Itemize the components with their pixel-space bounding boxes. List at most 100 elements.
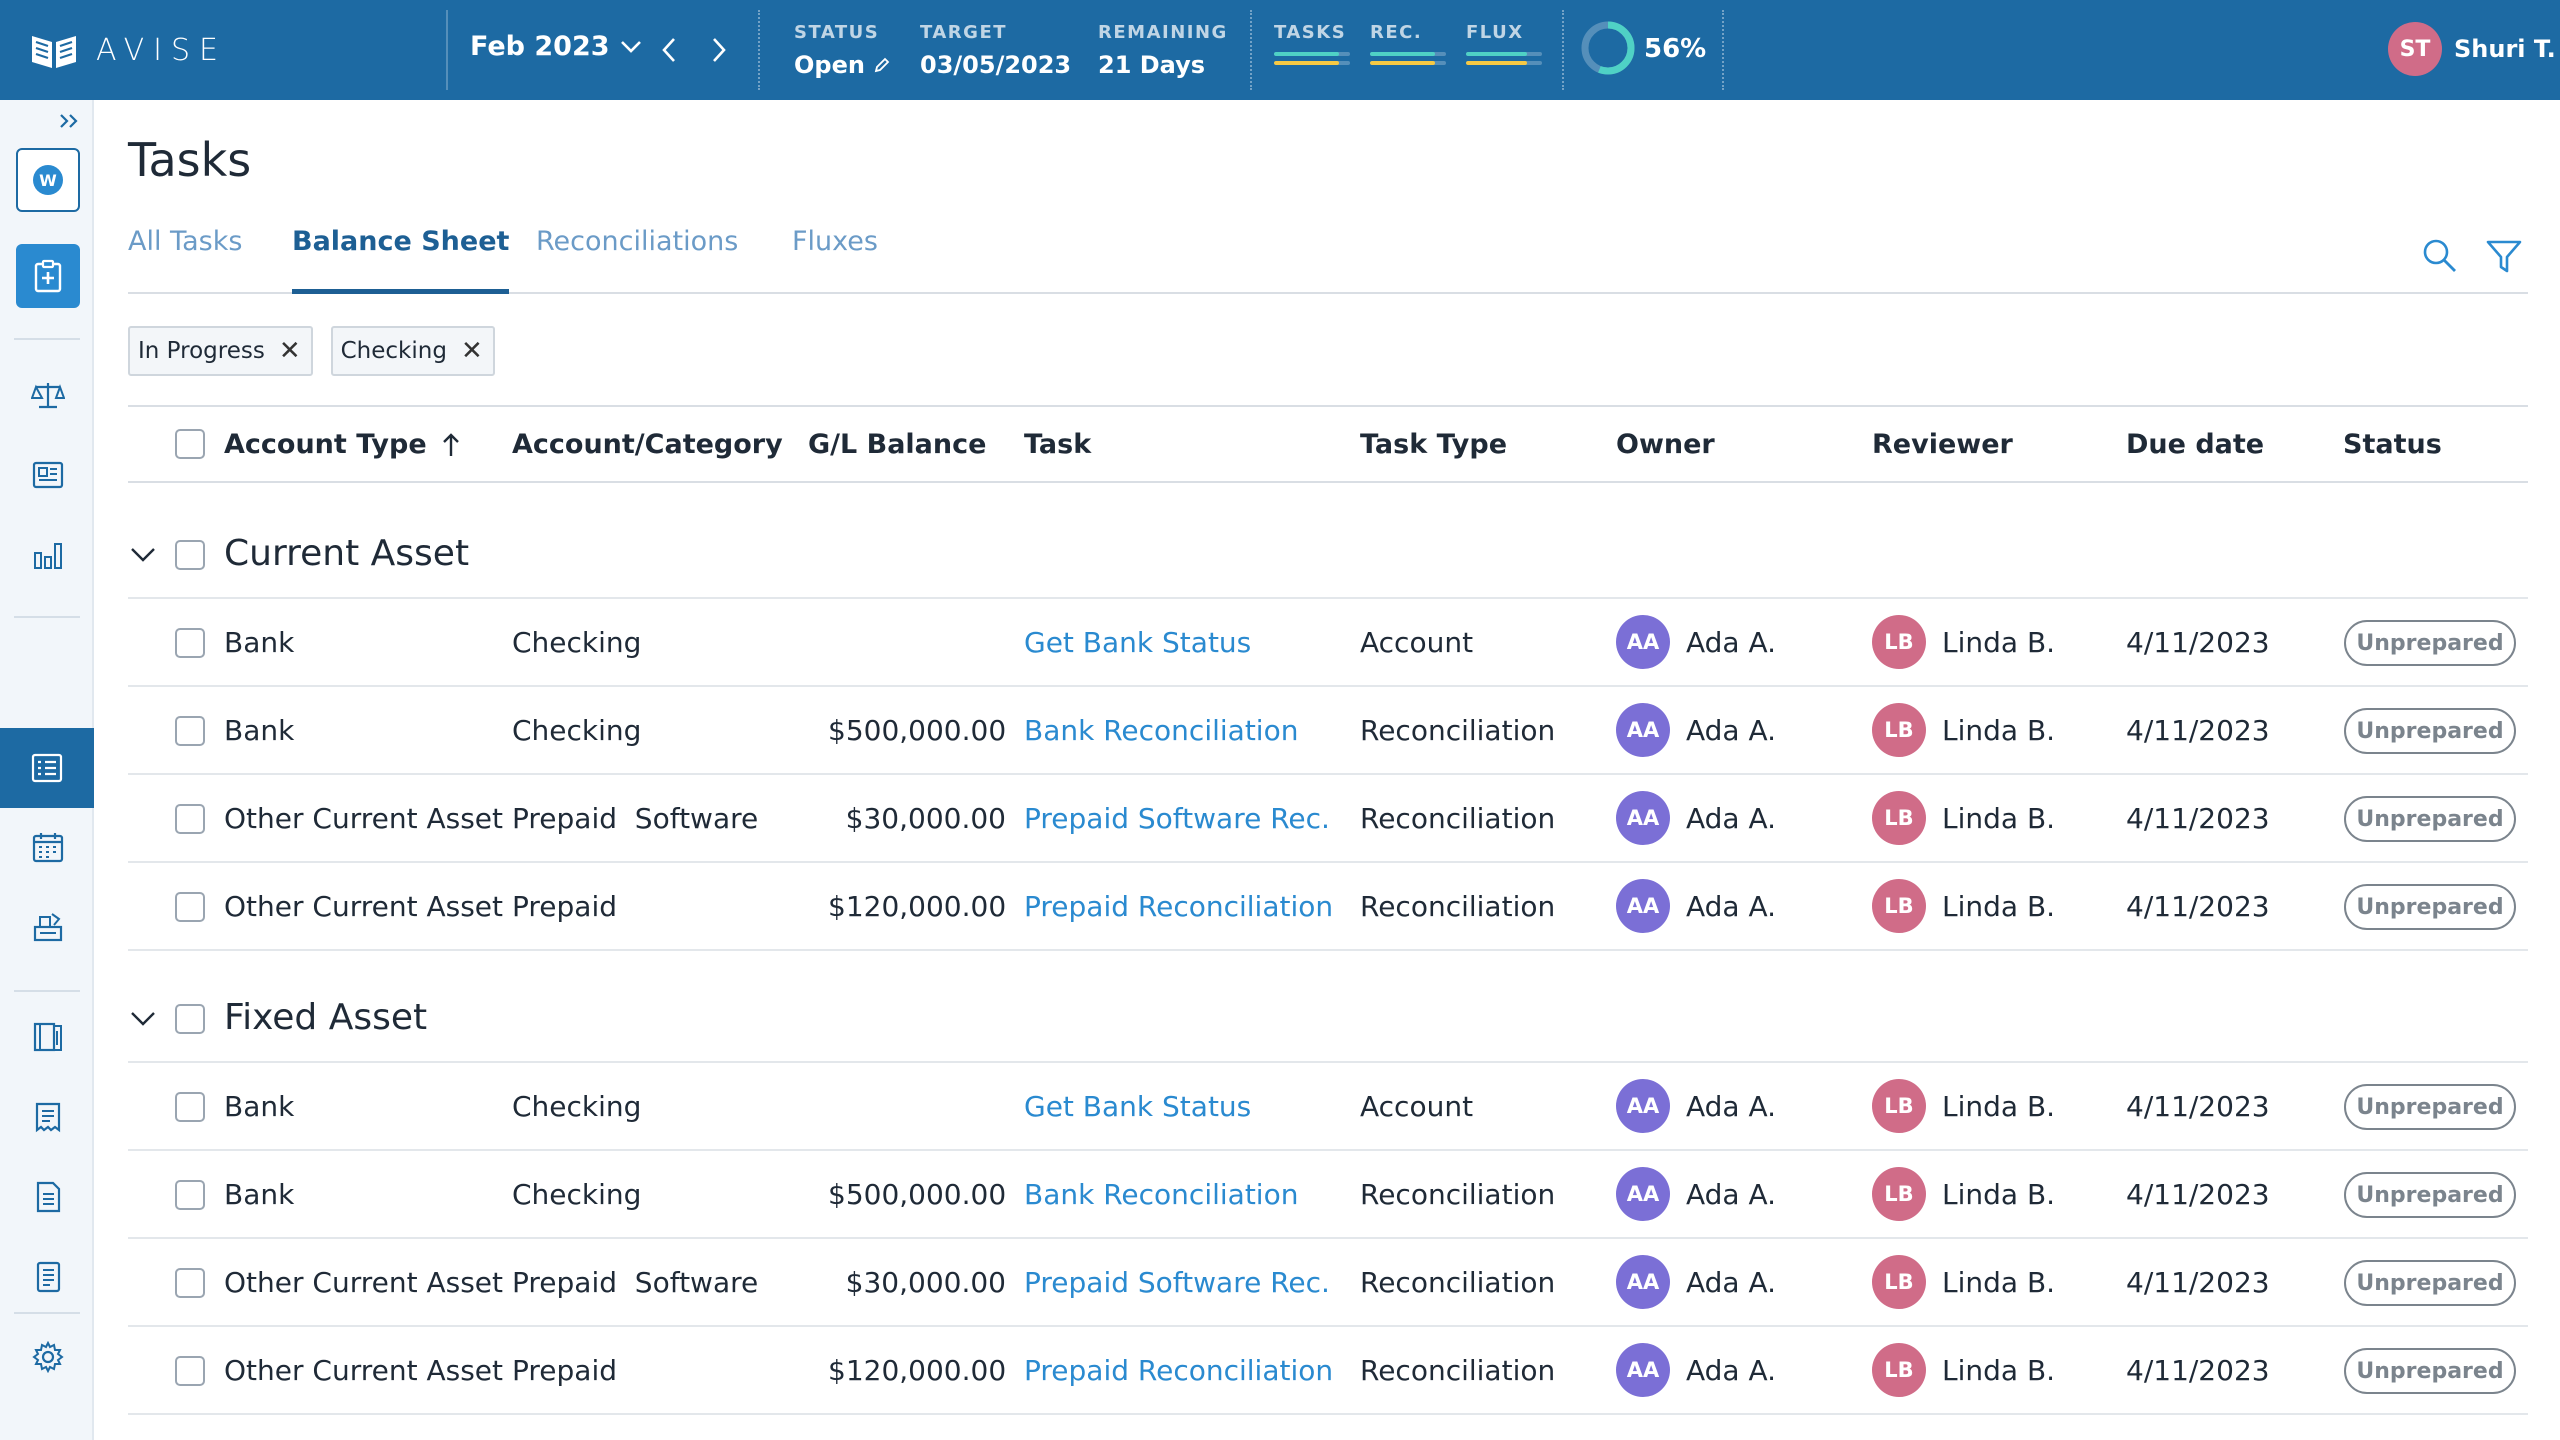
sidebar-item-journal[interactable] [31,458,65,492]
owner-cell[interactable]: AA Ada A. [1616,1167,1776,1221]
cell-task-link[interactable]: Get Bank Status [1024,626,1252,659]
column-header-gl-balance[interactable]: G/L Balance [808,429,987,460]
flux-meter[interactable]: FLUX [1466,22,1542,65]
sidebar-item-documents[interactable] [31,1260,65,1294]
pencil-icon[interactable] [873,56,891,74]
group-header-row[interactable]: Fixed Asset [128,977,2528,1063]
owner-cell[interactable]: AA Ada A. [1616,791,1776,845]
search-icon[interactable] [2420,236,2460,276]
column-header-account-category[interactable]: Account/Category [512,429,783,460]
owner-cell[interactable]: AA Ada A. [1616,1079,1776,1133]
reviewer-cell[interactable]: LB Linda B. [1872,1255,2055,1309]
sidebar-item-calendar[interactable] [31,830,65,864]
workspace-switcher[interactable]: W [16,148,80,212]
status-badge[interactable]: Unprepared [2344,1084,2516,1130]
sidebar-item-ledger[interactable] [31,1020,65,1054]
sidebar-item-bills[interactable] [31,1100,65,1134]
status-badge[interactable]: Unprepared [2344,884,2516,930]
reviewer-cell[interactable]: LB Linda B. [1872,1079,2055,1133]
sidebar-item-statements[interactable] [31,1180,65,1214]
owner-cell[interactable]: AA Ada A. [1616,879,1776,933]
reviewer-cell[interactable]: LB Linda B. [1872,615,2055,669]
group-title: Current Asset [224,533,470,574]
sidebar-item-tasks[interactable] [0,728,94,808]
cell-task-link[interactable]: Get Bank Status [1024,1090,1252,1123]
owner-cell[interactable]: AA Ada A. [1616,1255,1776,1309]
filter-chip[interactable]: Checking ✕ [330,326,495,376]
reviewer-cell[interactable]: LB Linda B. [1872,791,2055,845]
tab-fluxes[interactable]: Fluxes [792,226,878,257]
new-task-button[interactable] [16,244,80,308]
reviewer-cell[interactable]: LB Linda B. [1872,879,2055,933]
owner-cell[interactable]: AA Ada A. [1616,1343,1776,1397]
table-row[interactable]: Bank Checking $500,000.00 Bank Reconciliati… [128,1151,2528,1239]
status-badge[interactable]: Unprepared [2344,708,2516,754]
group-header-row[interactable]: Current Asset [128,513,2528,599]
previous-period-icon[interactable] [658,36,680,64]
cell-task-link[interactable]: Prepaid Reconciliation [1024,1354,1334,1387]
table-row[interactable]: Other Current Asset Prepaid $120,000.00 Pre… [128,863,2528,951]
tab-reconciliations[interactable]: Reconciliations [536,226,739,257]
row-checkbox[interactable] [175,628,205,658]
row-checkbox[interactable] [175,892,205,922]
table-row[interactable]: Bank Checking $500,000.00 Bank Reconciliati… [128,687,2528,775]
owner-cell[interactable]: AA Ada A. [1616,703,1776,757]
cell-task-link[interactable]: Bank Reconciliation [1024,714,1299,747]
row-checkbox[interactable] [175,1356,205,1386]
column-header-account-type[interactable]: Account Type [224,429,461,460]
status-badge[interactable]: Unprepared [2344,620,2516,666]
tab-balance-sheet[interactable]: Balance Sheet [292,226,510,294]
status-badge[interactable]: Unprepared [2344,1348,2516,1394]
group-checkbox[interactable] [175,1004,205,1034]
status-badge[interactable]: Unprepared [2344,1172,2516,1218]
status-badge[interactable]: Unprepared [2344,1260,2516,1306]
cell-task-link[interactable]: Prepaid Software Rec. [1024,1266,1330,1299]
row-checkbox[interactable] [175,1092,205,1122]
next-period-icon[interactable] [708,36,730,64]
status-badge[interactable]: Unprepared [2344,796,2516,842]
column-header-due-date[interactable]: Due date [2126,429,2265,460]
reviewer-cell[interactable]: LB Linda B. [1872,703,2055,757]
tab-all-tasks[interactable]: All Tasks [128,226,243,257]
row-checkbox[interactable] [175,1268,205,1298]
remove-filter-icon[interactable]: ✕ [460,336,483,366]
column-header-owner[interactable]: Owner [1616,429,1715,460]
row-checkbox[interactable] [175,804,205,834]
column-header-status[interactable]: Status [2343,429,2442,460]
user-menu[interactable]: ST Shuri T. [2388,22,2556,76]
filter-icon[interactable] [2484,236,2524,276]
sidebar-item-inventory[interactable] [31,910,65,944]
row-checkbox[interactable] [175,716,205,746]
table-row[interactable]: Other Current Asset Prepaid Software $30,0… [128,1239,2528,1327]
table-row[interactable]: Bank Checking Get Bank Status Account AA Ada … [128,599,2528,687]
filter-chip[interactable]: In Progress ✕ [128,326,313,376]
table-row[interactable]: Other Current Asset Prepaid Software $30,0… [128,775,2528,863]
period-selector[interactable]: Feb 2023 [470,31,642,62]
remove-filter-icon[interactable]: ✕ [278,336,301,366]
reviewer-cell[interactable]: LB Linda B. [1872,1343,2055,1397]
sidebar-item-settings[interactable] [31,1340,65,1374]
row-checkbox[interactable] [175,1180,205,1210]
sidebar-item-balance[interactable] [31,378,65,412]
group-checkbox[interactable] [175,540,205,570]
cell-task-link[interactable]: Prepaid Reconciliation [1024,890,1334,923]
tasks-meter[interactable]: TASKS [1274,22,1350,65]
expand-sidebar-icon[interactable] [58,112,80,130]
table-row[interactable]: Other Current Asset Prepaid $120,000.00 Pre… [128,1327,2528,1415]
owner-cell[interactable]: AA Ada A. [1616,615,1776,669]
table-row[interactable]: Bank Checking Get Bank Status Account AA Ada … [128,1063,2528,1151]
column-header-task-type[interactable]: Task Type [1360,429,1508,460]
sort-ascending-icon[interactable] [441,432,461,458]
reviewer-cell[interactable]: LB Linda B. [1872,1167,2055,1221]
rec-meter[interactable]: REC. [1370,22,1446,65]
status-value[interactable]: Open [794,51,891,79]
column-header-reviewer[interactable]: Reviewer [1872,429,2013,460]
collapse-chevron-icon[interactable] [128,1009,158,1029]
app-logo[interactable]: AVISE [30,28,227,72]
column-header-task[interactable]: Task [1024,429,1092,460]
cell-task-link[interactable]: Prepaid Software Rec. [1024,802,1330,835]
sidebar-item-reports[interactable] [31,538,65,572]
select-all-checkbox[interactable] [175,429,205,459]
cell-task-link[interactable]: Bank Reconciliation [1024,1178,1299,1211]
collapse-chevron-icon[interactable] [128,545,158,565]
